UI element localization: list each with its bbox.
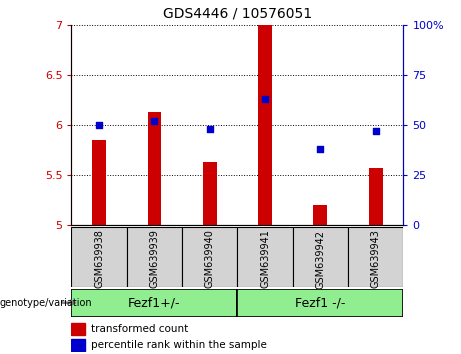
Title: GDS4446 / 10576051: GDS4446 / 10576051: [163, 7, 312, 21]
Text: GSM639942: GSM639942: [315, 230, 325, 289]
Point: [317, 146, 324, 152]
Text: percentile rank within the sample: percentile rank within the sample: [91, 339, 267, 350]
FancyBboxPatch shape: [293, 227, 348, 287]
Bar: [92, 140, 106, 225]
Text: GSM639940: GSM639940: [205, 230, 215, 289]
FancyBboxPatch shape: [237, 227, 293, 287]
Bar: [71, 338, 85, 350]
Text: GSM639941: GSM639941: [260, 230, 270, 289]
Bar: [148, 112, 161, 225]
Point: [372, 128, 379, 133]
Point: [206, 126, 213, 132]
Text: GSM639943: GSM639943: [371, 230, 381, 289]
Text: Fezf1+/-: Fezf1+/-: [128, 296, 181, 309]
FancyBboxPatch shape: [182, 227, 237, 287]
Point: [261, 96, 269, 102]
Text: genotype/variation: genotype/variation: [0, 298, 93, 308]
FancyBboxPatch shape: [71, 289, 237, 317]
FancyBboxPatch shape: [127, 227, 182, 287]
Text: transformed count: transformed count: [91, 324, 189, 334]
FancyBboxPatch shape: [71, 227, 127, 287]
FancyBboxPatch shape: [348, 227, 403, 287]
Bar: [258, 25, 272, 225]
Text: GSM639939: GSM639939: [149, 230, 160, 289]
Bar: [71, 322, 85, 335]
Bar: [203, 162, 217, 225]
Point: [95, 122, 103, 128]
Text: GSM639938: GSM639938: [94, 230, 104, 289]
Bar: [369, 168, 383, 225]
Text: Fezf1 -/-: Fezf1 -/-: [295, 296, 346, 309]
Point: [151, 118, 158, 124]
FancyBboxPatch shape: [237, 289, 403, 317]
Bar: [313, 205, 327, 225]
